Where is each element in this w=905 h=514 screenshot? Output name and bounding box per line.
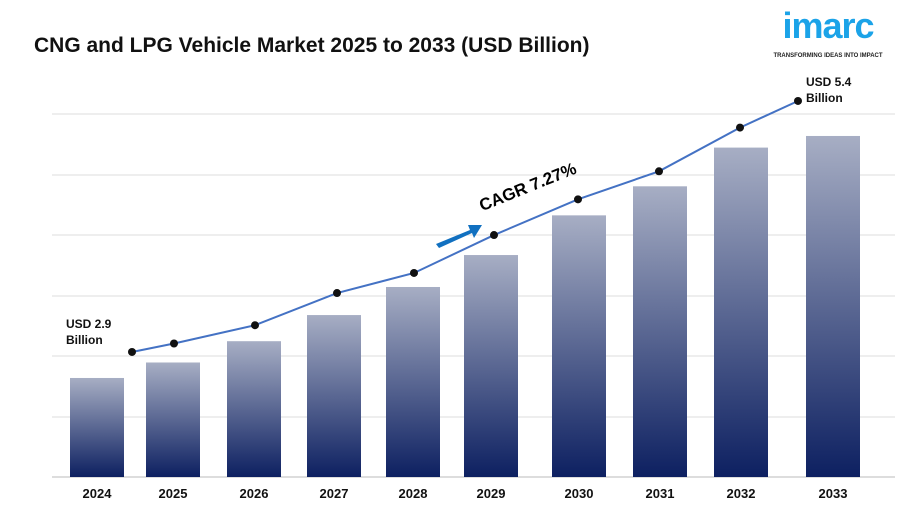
end-value: USD 5.4 — [806, 75, 852, 89]
trend-point — [655, 167, 663, 176]
cagr-arrow-icon — [436, 225, 482, 248]
x-tick-label: 2033 — [819, 486, 848, 501]
bar-2024 — [70, 377, 124, 477]
trend-point — [128, 347, 136, 356]
x-tick-label: 2028 — [399, 486, 428, 501]
start-value: USD 2.9 — [66, 317, 112, 331]
bar-2029 — [464, 255, 518, 477]
imarc-logo: imarc TRANSFORMING IDEAS INTO IMPACT — [766, 6, 890, 66]
x-tick-label: 2024 — [83, 486, 113, 501]
x-tick-label: 2026 — [240, 486, 269, 501]
trend-point — [333, 289, 341, 298]
x-tick-label: 2025 — [159, 486, 188, 501]
trend-point — [490, 231, 498, 240]
bar-2033 — [806, 135, 860, 477]
trend-point — [794, 96, 802, 105]
chart-title: CNG and LPG Vehicle Market 2025 to 2033 … — [34, 34, 590, 57]
trend-line — [131, 100, 799, 353]
x-tick-label: 2027 — [320, 486, 349, 501]
trend-point — [251, 321, 259, 330]
bar-2027 — [307, 315, 361, 477]
logo-tagline: TRANSFORMING IDEAS INTO IMPACT — [773, 53, 883, 59]
bar-2031 — [633, 186, 687, 477]
bar-2028 — [386, 286, 440, 477]
x-tick-label: 2029 — [477, 486, 506, 501]
x-tick-label: 2030 — [565, 486, 594, 501]
bar-2032 — [714, 147, 768, 477]
trend-point — [410, 268, 418, 277]
start-value-label: USD 2.9 Billion — [66, 316, 111, 348]
bar-2025 — [146, 362, 200, 477]
end-value-label: USD 5.4 Billion — [806, 74, 851, 106]
trend-point — [170, 339, 178, 348]
x-tick-label: 2031 — [646, 486, 675, 501]
trend-point — [574, 195, 582, 204]
bar-2026 — [227, 341, 281, 477]
end-unit: Billion — [806, 91, 843, 105]
start-unit: Billion — [66, 333, 103, 347]
bar-2030 — [552, 215, 606, 477]
logo-word: imarc — [782, 5, 874, 46]
x-tick-label: 2032 — [727, 486, 756, 501]
trend-point — [736, 123, 744, 132]
